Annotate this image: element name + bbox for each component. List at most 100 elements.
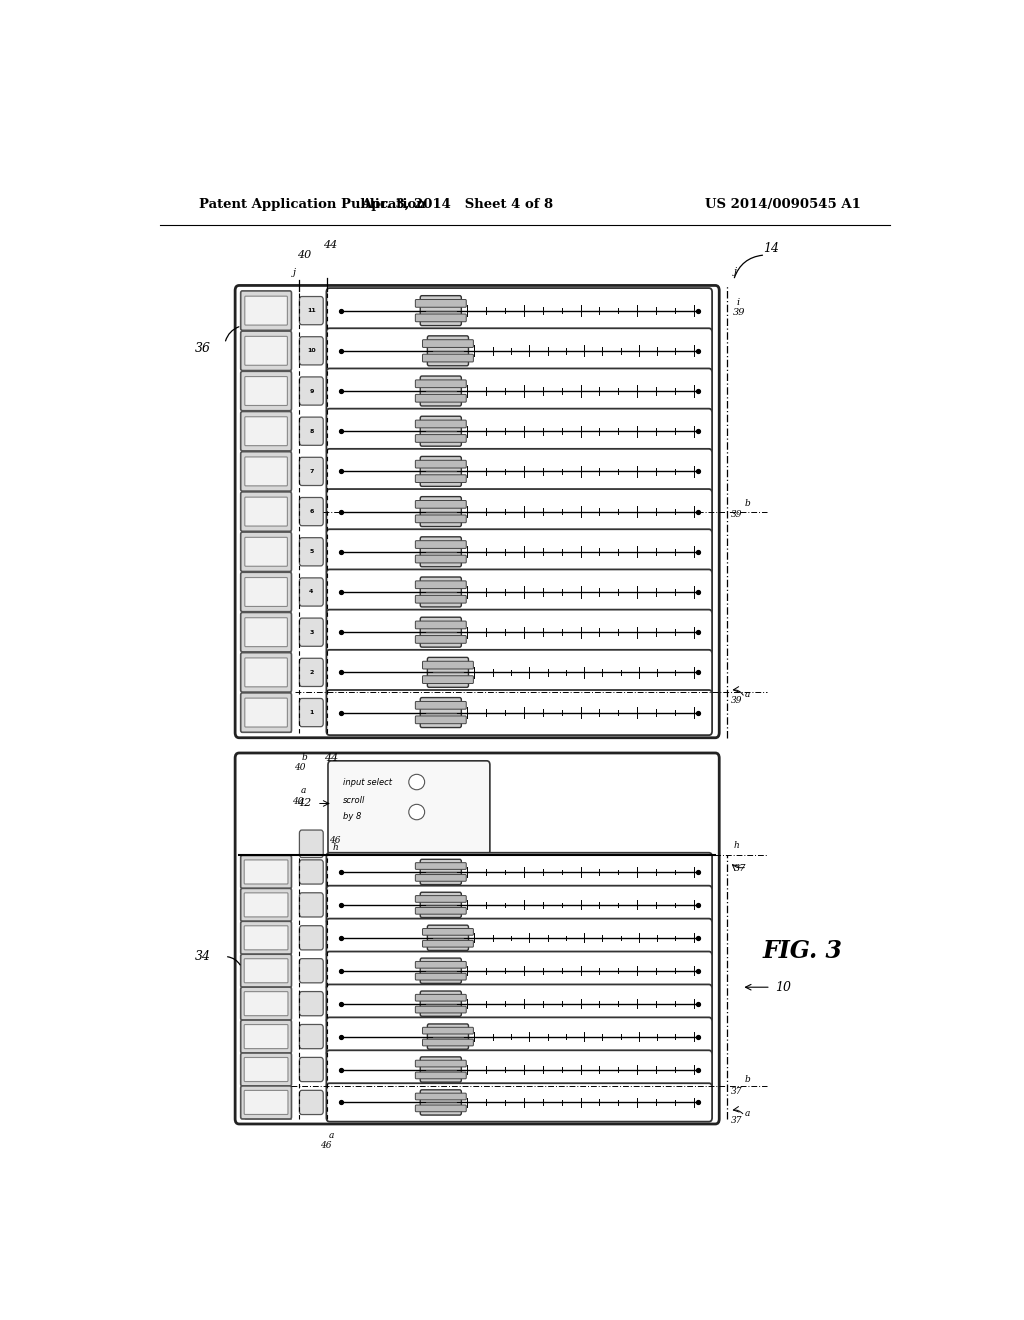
- FancyBboxPatch shape: [241, 1086, 292, 1119]
- FancyBboxPatch shape: [299, 1024, 324, 1048]
- Text: 6: 6: [309, 510, 313, 513]
- FancyBboxPatch shape: [423, 676, 473, 684]
- FancyBboxPatch shape: [423, 661, 473, 669]
- Text: 11: 11: [307, 308, 315, 313]
- Text: FIG. 3: FIG. 3: [763, 940, 843, 964]
- FancyBboxPatch shape: [327, 985, 712, 1023]
- FancyBboxPatch shape: [327, 288, 712, 333]
- Text: j: j: [733, 268, 736, 276]
- FancyBboxPatch shape: [299, 830, 324, 858]
- Bar: [245, 376, 292, 412]
- FancyBboxPatch shape: [416, 1072, 466, 1078]
- Text: h: h: [333, 843, 339, 853]
- FancyBboxPatch shape: [245, 457, 288, 486]
- FancyBboxPatch shape: [244, 892, 288, 917]
- FancyBboxPatch shape: [244, 859, 288, 884]
- FancyBboxPatch shape: [423, 1027, 473, 1034]
- FancyBboxPatch shape: [327, 610, 712, 655]
- FancyBboxPatch shape: [327, 690, 712, 735]
- FancyBboxPatch shape: [299, 337, 324, 364]
- FancyBboxPatch shape: [416, 541, 466, 548]
- FancyBboxPatch shape: [245, 578, 288, 606]
- Text: input select: input select: [343, 777, 392, 787]
- FancyBboxPatch shape: [245, 618, 288, 647]
- Text: j: j: [293, 268, 295, 277]
- FancyBboxPatch shape: [416, 420, 466, 428]
- FancyBboxPatch shape: [327, 449, 712, 494]
- FancyBboxPatch shape: [416, 556, 466, 562]
- FancyBboxPatch shape: [327, 919, 712, 957]
- FancyBboxPatch shape: [327, 952, 712, 990]
- FancyBboxPatch shape: [420, 577, 462, 607]
- FancyBboxPatch shape: [427, 925, 469, 950]
- FancyBboxPatch shape: [299, 618, 324, 647]
- FancyBboxPatch shape: [416, 314, 466, 322]
- FancyBboxPatch shape: [299, 297, 324, 325]
- Text: 2: 2: [309, 669, 313, 675]
- Text: 39: 39: [733, 308, 745, 317]
- Text: 40: 40: [294, 763, 305, 772]
- FancyBboxPatch shape: [241, 451, 292, 491]
- Text: a: a: [744, 690, 750, 700]
- FancyBboxPatch shape: [244, 1024, 288, 1048]
- Text: 37: 37: [731, 1117, 742, 1126]
- FancyBboxPatch shape: [416, 1093, 466, 1100]
- FancyBboxPatch shape: [416, 907, 466, 915]
- Text: 3: 3: [309, 630, 313, 635]
- Text: Apr. 3, 2014   Sheet 4 of 8: Apr. 3, 2014 Sheet 4 of 8: [361, 198, 553, 211]
- Bar: [245, 861, 292, 890]
- FancyBboxPatch shape: [423, 354, 473, 362]
- FancyBboxPatch shape: [420, 618, 462, 647]
- FancyBboxPatch shape: [416, 1006, 466, 1012]
- FancyBboxPatch shape: [299, 958, 324, 983]
- FancyBboxPatch shape: [299, 892, 324, 917]
- FancyBboxPatch shape: [241, 412, 292, 451]
- FancyBboxPatch shape: [327, 649, 712, 694]
- FancyBboxPatch shape: [299, 1057, 324, 1081]
- FancyBboxPatch shape: [416, 961, 466, 968]
- FancyBboxPatch shape: [427, 1024, 469, 1049]
- Bar: [245, 993, 292, 1022]
- Text: 36: 36: [196, 342, 211, 355]
- FancyBboxPatch shape: [241, 371, 292, 411]
- FancyBboxPatch shape: [423, 940, 473, 946]
- FancyBboxPatch shape: [416, 1105, 466, 1111]
- Bar: [245, 1059, 292, 1088]
- FancyBboxPatch shape: [416, 1060, 466, 1067]
- FancyBboxPatch shape: [420, 697, 462, 727]
- FancyBboxPatch shape: [420, 416, 462, 446]
- FancyBboxPatch shape: [241, 331, 292, 371]
- FancyBboxPatch shape: [420, 1057, 462, 1082]
- Bar: [245, 417, 292, 451]
- FancyBboxPatch shape: [427, 335, 469, 366]
- FancyBboxPatch shape: [416, 461, 466, 469]
- FancyBboxPatch shape: [245, 498, 288, 527]
- FancyBboxPatch shape: [328, 760, 489, 854]
- FancyBboxPatch shape: [416, 515, 466, 523]
- FancyBboxPatch shape: [416, 895, 466, 903]
- FancyBboxPatch shape: [420, 991, 462, 1016]
- FancyBboxPatch shape: [427, 657, 469, 688]
- FancyBboxPatch shape: [299, 991, 324, 1016]
- Text: 39: 39: [731, 510, 742, 519]
- FancyBboxPatch shape: [299, 498, 324, 525]
- Text: 1: 1: [309, 710, 313, 715]
- FancyBboxPatch shape: [416, 475, 466, 483]
- Text: 39: 39: [731, 696, 742, 705]
- FancyBboxPatch shape: [245, 698, 288, 727]
- FancyBboxPatch shape: [420, 457, 462, 486]
- FancyBboxPatch shape: [420, 496, 462, 527]
- FancyBboxPatch shape: [327, 368, 712, 413]
- Text: 44: 44: [324, 240, 338, 249]
- FancyBboxPatch shape: [244, 1090, 288, 1114]
- Bar: [245, 618, 292, 653]
- FancyBboxPatch shape: [420, 376, 462, 407]
- FancyBboxPatch shape: [420, 892, 462, 917]
- Text: b: b: [302, 752, 308, 762]
- FancyBboxPatch shape: [327, 569, 712, 615]
- FancyBboxPatch shape: [299, 659, 324, 686]
- FancyBboxPatch shape: [420, 537, 462, 566]
- FancyBboxPatch shape: [327, 488, 712, 535]
- FancyBboxPatch shape: [327, 886, 712, 924]
- FancyBboxPatch shape: [299, 457, 324, 486]
